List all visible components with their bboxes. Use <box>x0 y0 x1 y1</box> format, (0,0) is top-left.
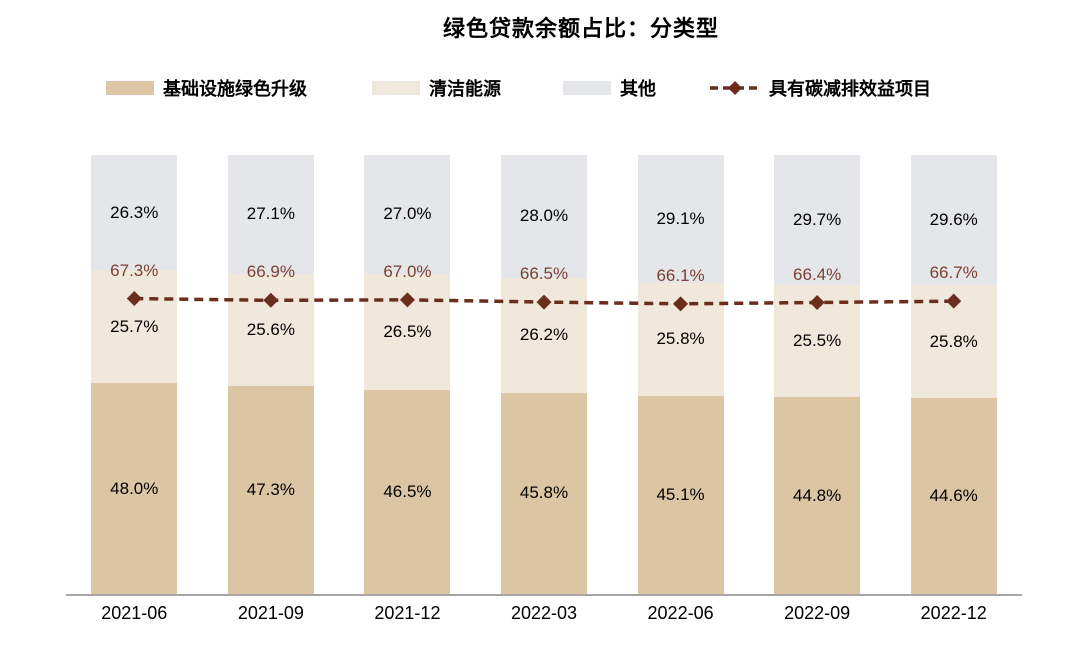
bar-segment: 26.5% <box>364 273 451 390</box>
bar-segment: 45.1% <box>637 396 724 594</box>
legend-item-clean: 清洁能源 <box>372 74 501 102</box>
x-axis-label: 2022-03 <box>510 603 578 623</box>
diamond-marker-icon <box>263 292 279 308</box>
diamond-marker-icon <box>809 295 825 311</box>
bar-value-label: 26.2% <box>519 325 569 345</box>
line-value-label: 66.1% <box>656 265 705 285</box>
bar-value-label: 25.6% <box>246 320 295 340</box>
dashed-line-diamond-icon <box>710 80 760 96</box>
bar-segment: 47.3% <box>227 386 314 594</box>
bar-segment: 26.3% <box>91 155 178 271</box>
bar-segment: 25.7% <box>91 270 178 384</box>
other-swatch-icon <box>563 81 611 95</box>
line-value-label: 67.0% <box>383 261 432 281</box>
bar-segment: 25.6% <box>227 273 314 387</box>
axis-tick <box>339 596 341 603</box>
line-value-label: 66.9% <box>246 262 295 282</box>
bar-value-label: 44.8% <box>793 485 842 505</box>
bar-value-label: 25.8% <box>656 329 705 349</box>
diamond-marker-icon <box>126 291 142 307</box>
x-axis-label: 2021-12 <box>374 603 441 623</box>
plot-area: 48.0% 25.7% 26.3% 47.3% 25.6% 27.1% 46.5% 26.5%… <box>66 155 1022 596</box>
axis-tick <box>66 596 68 603</box>
carbon-reduction-line <box>126 291 962 312</box>
x-axis-label: 2022-09 <box>784 603 851 623</box>
legend-label-clean: 清洁能源 <box>429 79 501 99</box>
x-axis-label: 2021-09 <box>237 603 304 623</box>
bar-value-label: 27.1% <box>246 204 295 224</box>
x-axis-label: 2022-06 <box>647 603 714 623</box>
legend-item-infra: 基础设施绿色升级 <box>106 74 307 102</box>
axis-tick <box>1020 596 1022 603</box>
bar-value-label: 29.7% <box>793 210 842 230</box>
chart-title: 绿色贷款余额占比：分类型 <box>442 16 719 41</box>
legend-item-carbon-line: 具有碳减排效益项目 <box>710 74 931 102</box>
legend-item-other: 其他 <box>563 74 656 102</box>
x-axis-label: 2021-06 <box>101 603 168 623</box>
line-value-label: 66.5% <box>519 264 569 284</box>
bar-segment: 27.0% <box>364 155 451 274</box>
bar-value-label: 46.5% <box>383 481 432 501</box>
legend-label-infra: 基础设施绿色升级 <box>163 79 307 99</box>
infra-swatch-icon <box>106 81 154 95</box>
x-axis-labels: 2021-06 2021-09 2021-12 2022-03 2022-06 2022-… <box>66 603 1022 627</box>
bar-value-label: 25.7% <box>110 316 159 336</box>
bar-value-label: 28.0% <box>519 206 569 226</box>
bar-value-label: 25.5% <box>793 331 842 351</box>
axis-tick <box>749 596 751 603</box>
legend-label-other: 其他 <box>620 79 656 99</box>
bar-value-label: 48.0% <box>110 478 159 498</box>
line-value-label: 67.3% <box>110 260 159 280</box>
clean-energy-swatch-icon <box>372 81 420 95</box>
bar-value-label: 25.8% <box>929 331 978 351</box>
bar-value-label: 27.0% <box>383 204 432 224</box>
bar-value-label: 45.1% <box>656 484 705 504</box>
bar-value-label: 26.3% <box>110 202 159 222</box>
legend: 基础设施绿色升级 清洁能源 其他 具有碳减排效益项目 <box>0 74 1080 102</box>
axis-tick <box>885 596 887 603</box>
bar-segment: 44.6% <box>910 398 997 594</box>
axis-tick <box>612 596 614 603</box>
bar-value-label: 29.1% <box>656 208 705 228</box>
axis-tick <box>476 596 478 603</box>
bar-value-label: 44.6% <box>929 486 978 506</box>
bar-segment: 45.8% <box>501 392 587 594</box>
bar-value-label: 45.8% <box>519 483 569 503</box>
bar-segment: 25.8% <box>637 282 724 396</box>
bar-value-label: 29.6% <box>929 209 978 229</box>
bar-segment: 46.5% <box>364 389 451 594</box>
axis-tick <box>203 596 205 603</box>
x-axis-label: 2022-12 <box>920 603 987 623</box>
bar-segment: 29.1% <box>637 155 724 283</box>
line-value-label: 66.4% <box>793 264 842 284</box>
bar-value-label: 26.5% <box>383 321 432 341</box>
legend-label-carbon-line: 具有碳减排效益项目 <box>769 79 931 99</box>
line-value-label: 66.7% <box>929 263 978 283</box>
bar-segment: 29.7% <box>774 155 861 286</box>
bar-segment: 29.6% <box>910 155 997 285</box>
bar-value-label: 47.3% <box>246 480 295 500</box>
bar-segment: 48.0% <box>91 383 178 594</box>
bar-segment: 44.8% <box>774 397 861 594</box>
bar-segment: 27.1% <box>227 155 314 274</box>
diamond-marker-icon <box>536 294 552 310</box>
diamond-marker-icon <box>946 293 962 309</box>
diamond-marker-icon <box>399 292 415 308</box>
bar-segment: 28.0% <box>501 155 587 278</box>
diamond-marker-icon <box>673 296 689 312</box>
